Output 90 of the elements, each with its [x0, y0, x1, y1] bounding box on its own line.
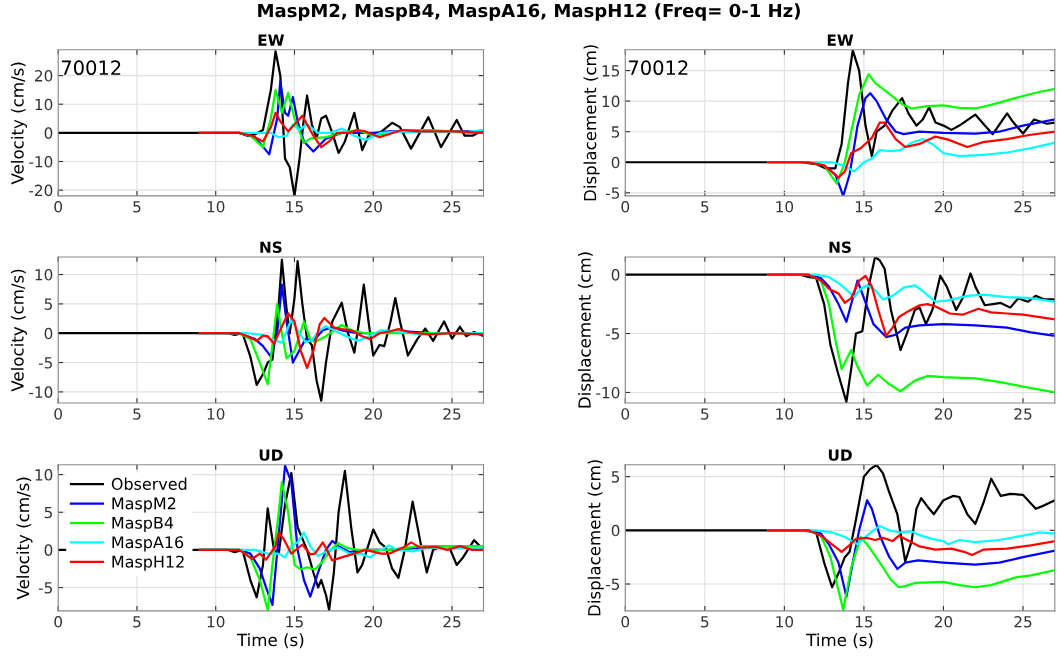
line-series [58, 258, 484, 402]
legend-label: MaspB4 [112, 516, 174, 532]
x-tick-label: 20 [364, 201, 382, 213]
y-tick-label: 10 [35, 469, 53, 481]
y-tick-label: -5 [38, 582, 52, 594]
y-tick-label: -5 [605, 187, 620, 199]
x-tick-label: 5 [701, 616, 709, 628]
y-tick-label: 5 [611, 471, 620, 483]
y-tick-label: 0 [611, 269, 620, 281]
y-tick-label: 0 [611, 524, 620, 537]
y-tick-label: 5 [44, 298, 52, 310]
chart-title: UD [259, 449, 283, 461]
x-tick-label: 0 [54, 408, 63, 420]
y-tick-label: -10 [29, 386, 53, 398]
y-tick-label: 10 [35, 98, 53, 111]
y-axis-title: Velocity (cm/s) [10, 62, 27, 185]
x-tick-label: 0 [54, 201, 63, 213]
chart-title: UD [828, 449, 852, 461]
line-series [198, 111, 484, 149]
y-axis-title: Displacement (cm) [577, 252, 595, 408]
annotation: 70012 [61, 60, 121, 76]
y-tick-label: -5 [38, 357, 52, 369]
y-tick-label: -10 [29, 155, 53, 168]
chart-subtitle: EW [258, 34, 285, 46]
x-tick-label: 5 [701, 201, 709, 213]
y-tick-label: 5 [611, 126, 620, 138]
x-tick-label: 10 [776, 201, 794, 213]
x-tick-label: 20 [934, 616, 953, 628]
chart-title: NS [829, 241, 851, 254]
line-series [58, 50, 484, 196]
line-series [625, 256, 1055, 403]
x-tick-label: 25 [443, 616, 461, 628]
x-tick-label: 15 [286, 201, 303, 213]
annotation: 70012 [629, 60, 688, 76]
line-series [767, 529, 1055, 557]
legend-label: Observed [111, 477, 187, 490]
x-axis-title: Time (s) [806, 633, 873, 649]
line-series [767, 121, 1055, 179]
x-tick-label: 20 [364, 616, 382, 628]
y-axis-title: Displacement (cm) [587, 460, 604, 616]
x-tick-label: 10 [207, 201, 225, 213]
legend-label: MaspA16 [112, 536, 184, 552]
y-tick-label: -5 [605, 328, 620, 340]
x-tick-label: 5 [133, 408, 141, 420]
y-tick-label: -5 [605, 578, 620, 591]
y-tick-label: -20 [29, 184, 53, 197]
y-tick-label: 0 [44, 127, 53, 139]
legend-label: MaspH12 [112, 555, 184, 571]
chart-title: NS [260, 241, 282, 254]
x-tick-label: 20 [934, 408, 953, 420]
y-tick-label: 0 [44, 544, 53, 556]
x-tick-label: 25 [443, 408, 461, 420]
x-tick-label: 5 [133, 201, 141, 213]
x-tick-label: 25 [1014, 616, 1032, 628]
legend-label: MaspM2 [112, 497, 176, 513]
y-axis-title: Displacement (cm) [583, 45, 600, 201]
x-tick-label: 10 [776, 408, 794, 420]
x-tick-label: 25 [1014, 408, 1032, 420]
y-tick-label: 0 [611, 156, 620, 169]
y-tick-label: 15 [602, 65, 620, 77]
y-tick-label: 10 [35, 269, 53, 281]
x-tick-label: 15 [286, 408, 303, 420]
y-tick-label: 20 [35, 70, 53, 82]
text: MaspM2, MaspB4, MaspA16, MaspH12 (Freq= 0-1 Hz) [258, 3, 800, 21]
x-tick-label: 5 [133, 616, 141, 628]
y-axis-title: Velocity (cm/s) [16, 477, 33, 600]
x-tick-label: 20 [934, 201, 953, 213]
x-tick-label: 0 [621, 201, 630, 213]
x-tick-label: 25 [1014, 201, 1032, 213]
x-tick-label: 0 [621, 616, 630, 628]
line-series [198, 312, 484, 369]
x-tick-label: 15 [286, 616, 303, 628]
y-tick-label: 5 [44, 506, 52, 519]
x-tick-label: 10 [776, 616, 794, 628]
x-tick-label: 20 [364, 408, 382, 420]
x-axis-title: Time (s) [236, 633, 304, 649]
x-tick-label: 25 [443, 201, 461, 213]
x-tick-label: 10 [207, 408, 225, 420]
x-tick-label: 15 [855, 201, 873, 213]
x-tick-label: 15 [855, 616, 873, 628]
y-tick-label: -10 [596, 386, 620, 399]
x-tick-label: 5 [701, 408, 709, 420]
x-tick-label: 10 [207, 616, 225, 628]
chart-title: EW [827, 34, 854, 46]
x-tick-label: 15 [855, 408, 873, 420]
x-tick-label: 0 [54, 616, 63, 628]
y-tick-label: 0 [44, 327, 53, 340]
y-axis-title: Velocity (cm/s) [10, 269, 27, 392]
y-tick-label: 10 [602, 95, 620, 108]
x-tick-label: 0 [621, 408, 630, 420]
